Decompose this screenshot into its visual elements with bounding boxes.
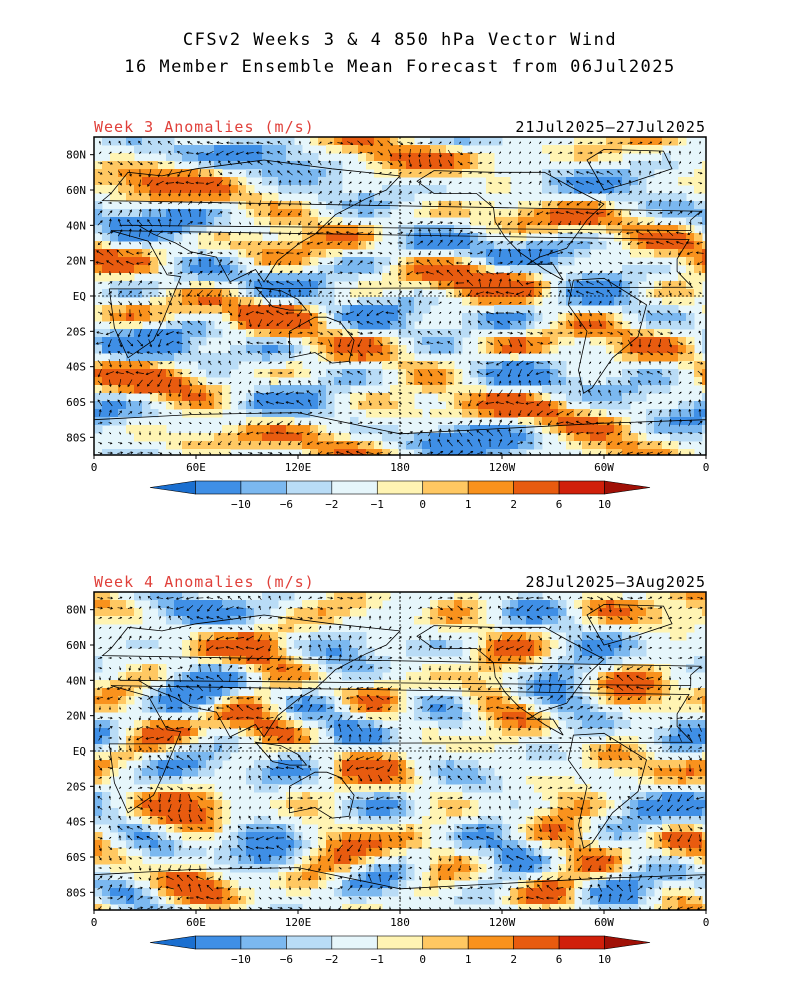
colorbar-label: 6	[556, 498, 563, 511]
colorbar-label: −2	[325, 498, 338, 511]
colorbar-label: 10	[598, 953, 611, 966]
lat-tick-label: 20S	[66, 325, 86, 338]
lat-tick-label: 20S	[66, 780, 86, 793]
lon-tick-label: 60W	[594, 461, 614, 474]
lon-tick-label: 120W	[489, 461, 516, 474]
colorbar-label: 2	[510, 953, 517, 966]
lon-tick-label: 60E	[186, 461, 206, 474]
wind-vectors	[96, 595, 704, 910]
lat-tick-label: 80N	[66, 604, 86, 617]
lat-tick-label: 20N	[66, 710, 86, 723]
lat-tick-label: 80S	[66, 431, 86, 444]
colorbar-label: −10	[231, 953, 251, 966]
panel-title: Week 3 Anomalies (m/s)	[94, 118, 315, 136]
colorbar-label: −1	[371, 498, 384, 511]
lat-tick-label: EQ	[73, 290, 86, 303]
lon-tick-label: 0	[91, 916, 98, 929]
colorbar-label: 0	[419, 498, 426, 511]
coastlines	[94, 148, 706, 455]
lon-tick-label: 0	[703, 916, 710, 929]
title-line-2: 16 Member Ensemble Mean Forecast from 06…	[124, 57, 676, 77]
lat-tick-label: EQ	[73, 745, 86, 758]
panel-date-range: 21Jul2025–27Jul2025	[515, 118, 706, 136]
colorbar-label: −1	[371, 953, 384, 966]
lon-tick-label: 60E	[186, 916, 206, 929]
lat-tick-label: 40N	[66, 219, 86, 232]
title-line-1: CFSv2 Weeks 3 & 4 850 hPa Vector Wind	[182, 30, 618, 50]
lat-tick-label: 40N	[66, 674, 86, 687]
lon-tick-label: 120E	[285, 461, 312, 474]
lon-tick-label: 120W	[489, 916, 516, 929]
lat-tick-label: 60S	[66, 851, 86, 864]
colorbar-label: −2	[325, 953, 338, 966]
lon-tick-label: 60W	[594, 916, 614, 929]
lon-tick-label: 120E	[285, 916, 312, 929]
colorbar-label: 10	[598, 498, 611, 511]
lat-tick-label: 80N	[66, 149, 86, 162]
anomaly-shading	[94, 592, 706, 910]
colorbar-label: −6	[280, 498, 293, 511]
colorbar-label: −6	[280, 953, 293, 966]
lat-tick-label: 40S	[66, 361, 86, 374]
lat-tick-label: 40S	[66, 816, 86, 829]
panel-date-range: 28Jul2025–3Aug2025	[525, 573, 706, 591]
lat-tick-label: 60N	[66, 639, 86, 652]
colorbar-label: 6	[556, 953, 563, 966]
lon-tick-label: 0	[703, 461, 710, 474]
lat-tick-label: 60S	[66, 396, 86, 409]
colorbar-label: 2	[510, 498, 517, 511]
wind-vectors	[95, 140, 704, 455]
lat-tick-label: 20N	[66, 255, 86, 268]
colorbar: −10 −6 −2 −1 0 1 2 6 10	[149, 480, 651, 511]
colorbar-label: 0	[419, 953, 426, 966]
colorbar-label: 1	[465, 953, 472, 966]
lon-tick-label: 0	[91, 461, 98, 474]
anomaly-shading	[94, 137, 706, 455]
lon-tick-label: 180	[390, 916, 410, 929]
week3-map-panel: Week 3 Anomalies (m/s) 21Jul2025–27Jul202…	[66, 118, 710, 511]
lat-tick-label: 60N	[66, 184, 86, 197]
panel-title: Week 4 Anomalies (m/s)	[94, 573, 315, 591]
colorbar: −10 −6 −2 −1 0 1 2 6 10	[149, 935, 651, 966]
week4-map-panel: Week 4 Anomalies (m/s) 28Jul2025–3Aug2025…	[66, 573, 710, 966]
colorbar-label: 1	[465, 498, 472, 511]
lat-tick-label: 80S	[66, 886, 86, 899]
lon-tick-label: 180	[390, 461, 410, 474]
colorbar-label: −10	[231, 498, 251, 511]
